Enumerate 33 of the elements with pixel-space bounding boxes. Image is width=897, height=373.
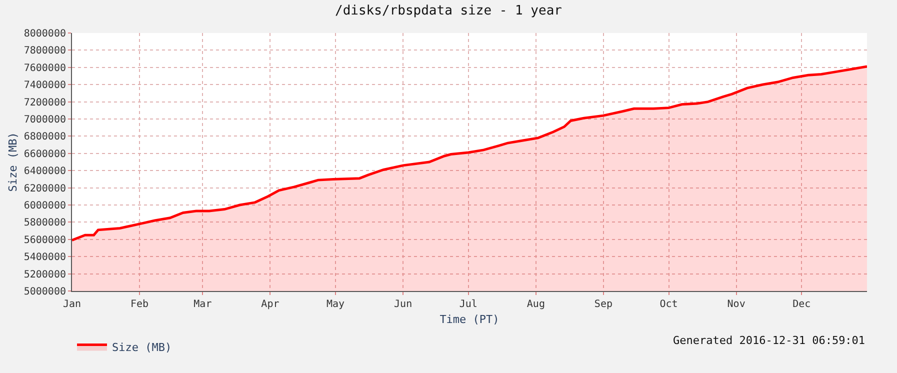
chart-title: /disks/rbspdata size - 1 year bbox=[335, 4, 562, 19]
x-tick-label: Jul bbox=[459, 299, 478, 310]
y-tick-label: 6600000 bbox=[24, 148, 66, 160]
y-tick-label: 5600000 bbox=[24, 234, 66, 246]
x-tick-label: May bbox=[326, 299, 345, 310]
x-tick-label: Feb bbox=[130, 299, 149, 310]
x-tick-label: Nov bbox=[727, 299, 746, 310]
x-tick-label: Aug bbox=[526, 299, 545, 310]
x-tick-label: Dec bbox=[792, 299, 811, 310]
y-axis-title: Size (MB) bbox=[6, 132, 20, 192]
y-tick-label: 5400000 bbox=[24, 252, 66, 264]
y-tick-label: 6000000 bbox=[24, 200, 66, 212]
y-tick-label: 6200000 bbox=[24, 183, 66, 194]
y-tick-label: 7800000 bbox=[24, 46, 66, 57]
legend-label: Size (MB) bbox=[112, 341, 172, 354]
x-tick-label: Apr bbox=[261, 299, 280, 310]
x-tick-label: Jan bbox=[62, 299, 82, 310]
x-tick-label: Oct bbox=[660, 299, 678, 310]
y-tick-label: 7000000 bbox=[24, 114, 66, 126]
x-axis-title: Time (PT) bbox=[440, 313, 500, 326]
x-tick-label: Jun bbox=[394, 299, 412, 310]
x-tick-label: Mar bbox=[194, 299, 212, 310]
y-tick-label: 7600000 bbox=[24, 62, 66, 74]
y-tick-label: 5200000 bbox=[24, 269, 66, 280]
y-tick-label: 6400000 bbox=[24, 166, 66, 178]
x-tick-label: Sep bbox=[594, 299, 612, 310]
text: Generated 2016-12-31 06:59:01 bbox=[673, 334, 866, 347]
y-tick-label: 7400000 bbox=[24, 80, 66, 92]
y-tick-label: 6800000 bbox=[24, 132, 66, 143]
y-tick-label: 5800000 bbox=[24, 218, 66, 229]
y-tick-label: 5000000 bbox=[24, 286, 66, 298]
y-tick-label: 8000000 bbox=[24, 28, 66, 40]
y-tick-label: 7200000 bbox=[24, 97, 66, 108]
